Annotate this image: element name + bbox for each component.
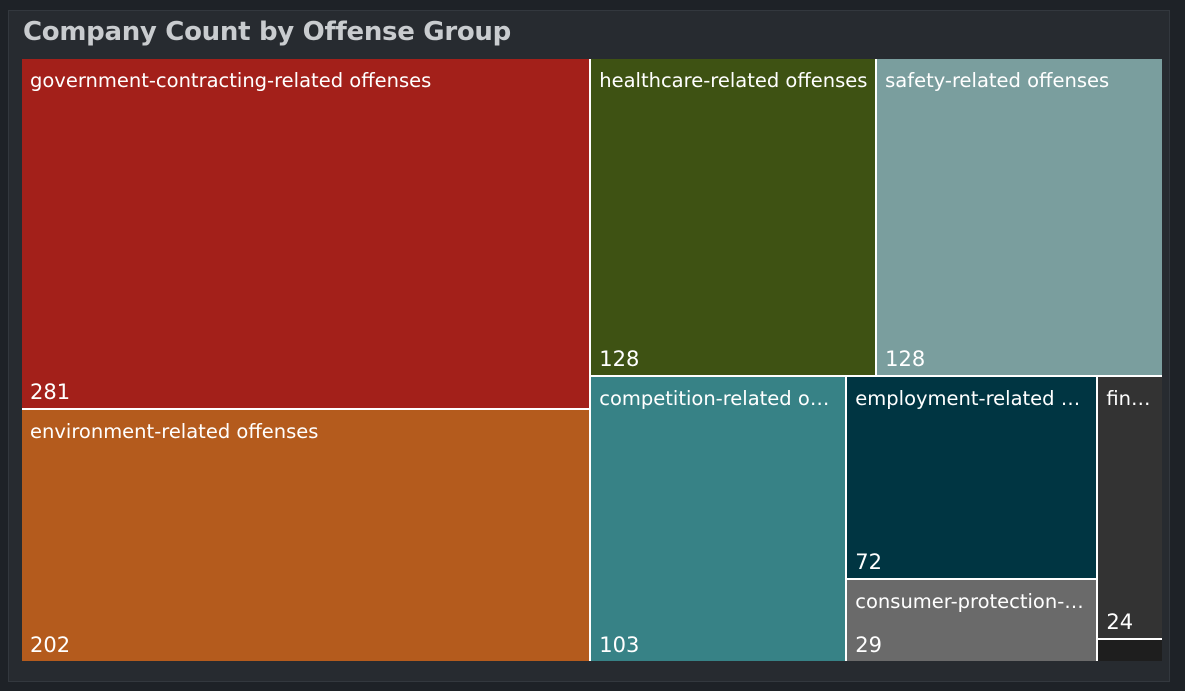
treemap-tile-label: financial offenses xyxy=(1106,387,1156,411)
treemap-tile-label: competition-related offenses xyxy=(599,387,839,411)
treemap-tile-label: government-contracting-related offenses xyxy=(30,69,432,92)
treemap-tile-label: safety-related offenses xyxy=(885,69,1110,92)
treemap-tile[interactable]: competition-related offenses 103 xyxy=(591,377,846,661)
treemap-tile-value: 72 xyxy=(855,550,883,575)
chart-title: Company Count by Offense Group xyxy=(23,17,511,47)
treemap-tile[interactable]: government-contracting-related offenses 2… xyxy=(22,59,590,409)
treemap-tile-value: 281 xyxy=(30,380,71,405)
treemap-tile[interactable]: environment-related offenses 202 xyxy=(22,410,590,661)
treemap-tile[interactable]: safety-related offenses 128 xyxy=(877,59,1162,376)
treemap-tile-value: 29 xyxy=(855,632,883,657)
treemap-tile-label: consumer-protection-related offenses xyxy=(855,590,1090,614)
treemap-tile-value: 202 xyxy=(30,632,71,657)
treemap-tile-label: healthcare-related offenses xyxy=(599,69,868,92)
treemap-tile-value: 128 xyxy=(885,347,926,372)
treemap-tile-label: employment-related offenses xyxy=(855,387,1090,411)
treemap-tile[interactable]: healthcare-related offenses 128 xyxy=(591,59,876,376)
treemap-tile[interactable]: employment-related offenses 72 xyxy=(847,377,1097,579)
treemap-tile-label: environment-related offenses xyxy=(30,420,319,444)
treemap-tile[interactable] xyxy=(1098,640,1162,661)
treemap-tile-value: 24 xyxy=(1106,610,1134,635)
treemap-tile-value: 103 xyxy=(599,632,640,657)
treemap-tile-value: 128 xyxy=(599,347,640,372)
treemap: government-contracting-related offenses 2… xyxy=(22,59,1162,661)
treemap-tile[interactable]: consumer-protection-related offenses 29 xyxy=(847,580,1097,661)
treemap-tile[interactable]: financial offenses 24 xyxy=(1098,377,1162,639)
